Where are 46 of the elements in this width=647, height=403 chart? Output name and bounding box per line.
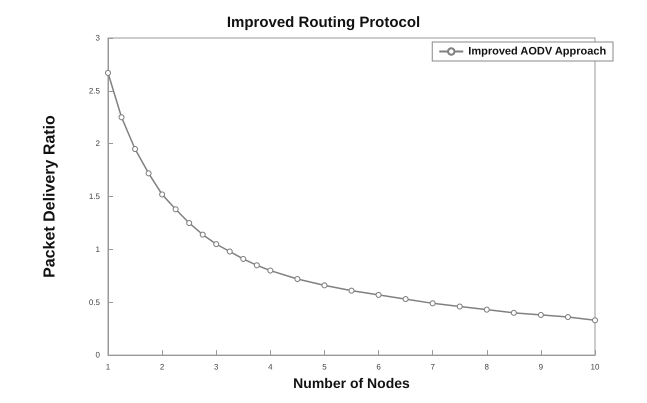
point [430,300,436,306]
point [564,314,571,320]
y-tick-label: 2 [96,139,101,148]
point [348,288,354,294]
point [132,146,138,152]
point [510,310,517,316]
point [118,114,125,120]
y-tick-label: 0.5 [88,298,101,307]
x-axis-title: Number of Nodes [293,375,410,391]
x-tick-label: 7 [430,362,436,372]
point [172,206,179,212]
point [226,248,233,255]
y-tick-label: 3 [96,34,101,42]
x-tick-label: 3 [214,362,219,372]
y-tick-label: 1 [96,244,101,254]
point [186,220,192,226]
y-axis-title: Packet Delivery Ratio [42,114,58,278]
point [402,296,409,302]
point [456,303,463,310]
x-tick-label: 9 [538,362,544,372]
point [213,241,220,248]
point [200,232,206,238]
point [538,312,544,318]
y-tick-label: 1.5 [88,192,101,202]
x-tick-label: 5 [322,362,328,372]
point [376,292,382,298]
point [240,256,246,262]
legend-label: Improved AODV Approach [468,46,606,58]
x-tick-label: 2 [160,362,165,372]
point [321,282,328,288]
x-tick-label: 6 [376,362,382,372]
y-tick-label: 2.5 [88,86,101,96]
point [159,191,166,198]
x-tick-label: 10 [590,362,600,372]
x-tick-label: 1 [106,362,111,372]
point [592,317,598,324]
y-tick-label: 0 [96,350,101,360]
point [484,306,490,313]
chart-title: Improved Routing Protocol [226,14,420,31]
x-tick-label: 8 [484,362,490,372]
x-tick-label: 4 [268,362,274,372]
point [105,70,111,76]
point [267,268,274,274]
point [146,170,152,176]
point [294,276,300,282]
point [254,262,260,268]
